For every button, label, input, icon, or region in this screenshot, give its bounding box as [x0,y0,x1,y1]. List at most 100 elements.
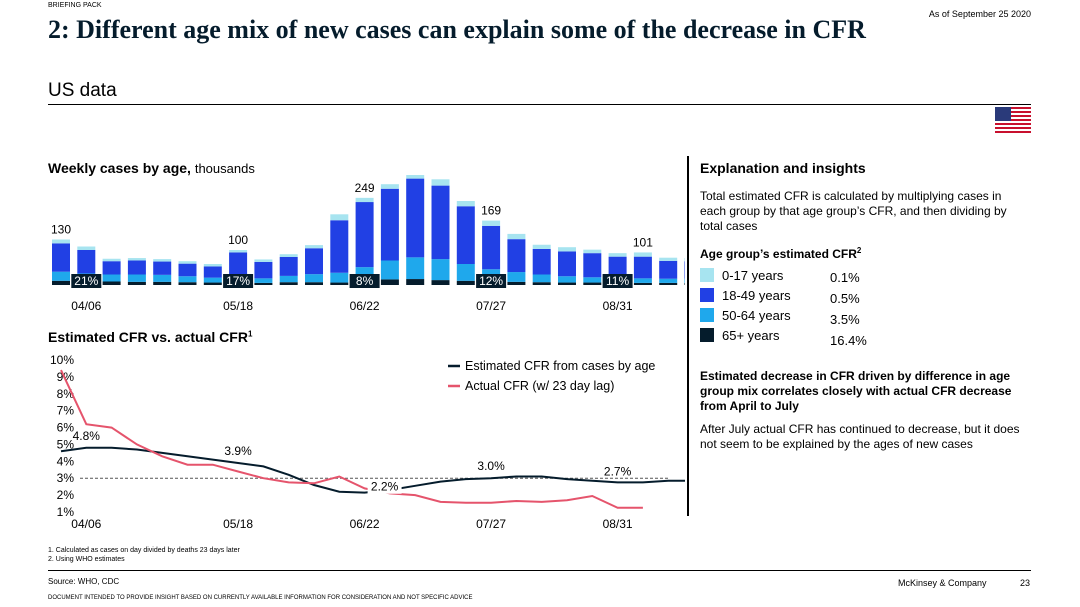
x-tick-label: 08/31 [603,299,633,313]
bar-segment-65-years [532,282,551,285]
bar-segment-18-49-years [380,188,399,261]
bar-segment-50-64-years [633,278,652,283]
x-tick-label: 07/27 [476,517,506,531]
cases-chart-title: Weekly cases by age, thousands [48,160,255,176]
y-tick-label: 3% [57,471,75,485]
bar-segment-50-64-years [254,278,273,283]
age-label: 50-64 years [722,307,791,323]
bar-total-label: 130 [51,223,71,237]
share-65plus-label: 17% [226,274,250,288]
source-note: Source: WHO, CDC [48,577,120,586]
cfr-chart-footnote-marker: 1 [247,329,253,339]
age-label: 0-17 years [722,267,784,283]
y-tick-label: 9% [57,370,75,384]
age-legend-item: 65+ years [700,325,830,345]
x-tick-label: 08/31 [603,517,633,531]
footer-divider [48,570,1031,571]
bar-segment-18-49-years [608,256,627,278]
bar-segment-0-17-years [279,254,298,257]
bar-segment-65-years [583,282,602,285]
bar-segment-65-years [633,282,652,285]
bar-segment-0-17-years [558,247,576,252]
bar-segment-65-years [52,280,70,285]
bar-segment-0-17-years [482,220,501,226]
x-tick-label: 07/27 [476,299,506,313]
insights-intro: Total estimated CFR is calculated by mul… [700,189,1007,233]
age-legend-list: 0-17 years 18-49 years 50-64 years 65+ year… [700,265,830,351]
bar-segment-0-17-years [330,214,349,221]
age-color-swatch [700,288,714,302]
x-tick-label: 06/22 [350,517,380,531]
bar-segment-50-64-years [305,274,323,283]
age-cfr-list: 0.1% 0.5% 3.5% 16.4% [830,267,867,351]
bar-total-label: 100 [228,233,248,247]
bar-segment-50-64-years [203,277,222,283]
bar-segment-50-64-years [279,275,298,283]
age-legend-item: 50-64 years [700,305,830,325]
bar-segment-0-17-years [406,175,425,179]
bar-segment-0-17-years [507,233,526,240]
bar-segment-18-49-years [52,243,70,272]
bar-segment-50-64-years [558,276,576,283]
bar-segment-65-years [102,281,121,285]
y-tick-label: 6% [57,421,75,435]
bar-segment-18-49-years [507,239,526,273]
bar-segment-0-17-years [52,239,70,244]
y-tick-label: 7% [57,404,75,418]
bar-segment-0-17-years [305,245,323,249]
share-label-box [476,274,507,288]
bar-segment-0-17-years [153,259,172,262]
bar-segment-18-49-years [633,256,652,279]
bar-segment-0-17-years [431,179,450,186]
x-tick-label: 04/06 [71,517,101,531]
bar-segment-0-17-years [254,259,273,262]
bar-segment-65-years [127,281,146,285]
bar-segment-18-49-years [229,252,248,278]
y-tick-label: 5% [57,437,75,451]
insights-heading: Explanation and insights [700,160,866,176]
company-name: McKinsey & Company [898,578,987,588]
bar-segment-65-years [507,281,526,285]
bar-segment-50-64-years [380,260,399,280]
cases-chart-unit: thousands [194,161,255,176]
bar-segment-65-years [153,281,172,285]
bar-segment-18-49-years [532,248,551,275]
y-tick-label: 4% [57,454,75,468]
share-label-box [602,274,633,288]
age-color-swatch [700,308,714,322]
age-label: 65+ years [722,327,780,343]
annotation-backdrop [367,479,402,494]
age-cfr-value: 3.5% [830,312,860,327]
share-65plus-label: 11% [606,274,629,288]
bar-segment-65-years [178,282,197,285]
age-cfr-value: 16.4% [830,333,867,348]
cfr-legend-footnote-marker: 2 [856,246,862,255]
cfr-legend-heading-text: Age group’s estimated CFR [700,247,857,261]
cfr-legend-heading: Age group’s estimated CFR2 [700,246,1030,261]
header-divider [48,104,1031,105]
age-label: 18-49 years [722,287,791,303]
bar-segment-65-years [406,279,425,285]
bar-segment-18-49-years [203,266,222,278]
bar-segment-18-49-years [153,261,172,275]
cfr-chart-title-text: Estimated CFR vs. actual CFR [48,329,248,345]
x-tick-label: 05/18 [223,299,253,313]
share-label-box [71,274,102,288]
bar-segment-18-49-years [330,220,349,273]
bar-segment-18-49-years [178,263,197,277]
age-cfr-value: 0.5% [830,291,860,306]
bar-segment-65-years [380,279,399,285]
bar-segment-18-49-years [305,248,323,275]
bar-segment-50-64-years [102,274,121,282]
bar-total-label: 249 [355,181,375,195]
bar-segment-50-64-years [532,274,551,283]
bar-segment-0-17-years [659,257,678,261]
section-divider [687,156,689,516]
footnote-2: 2. Using WHO estimates [48,556,125,563]
bar-segment-50-64-years [406,257,425,280]
share-label-box [349,274,380,288]
legend-label: Estimated CFR from cases by age [465,359,655,373]
bar-segment-18-49-years [279,257,298,276]
bar-segment-0-17-years [583,249,602,254]
bar-segment-0-17-years [532,244,551,249]
